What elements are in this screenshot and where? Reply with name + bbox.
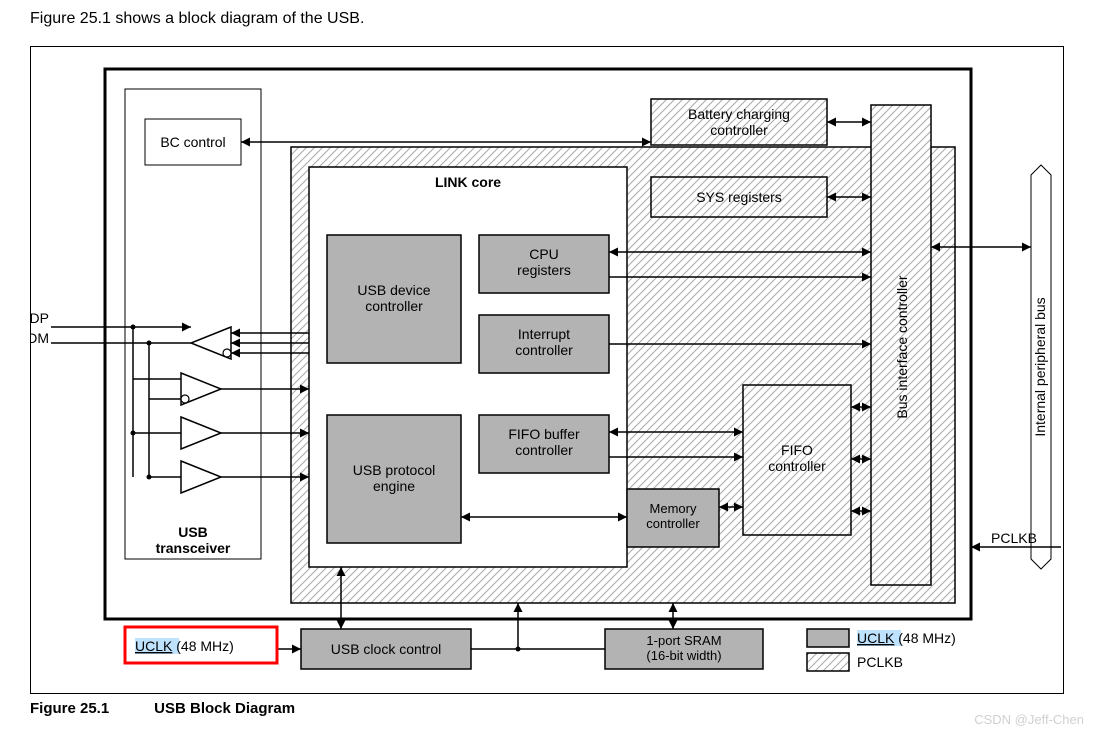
pclkb-label: PCLKB [991,530,1037,546]
svg-text:PCLKB: PCLKB [857,654,903,670]
memory-controller-label: Memorycontroller [646,501,700,531]
intro-text: Figure 25.1 shows a block diagram of the… [30,10,364,28]
figure-caption: Figure 25.1 USB Block Diagram [30,700,295,717]
usb0-dp-label: USB0_DP [31,310,49,326]
svg-text:UCLK (48 MHz): UCLK (48 MHz) [857,630,956,646]
fifo-buffer-label: FIFO buffercontroller [508,426,580,458]
diagram-frame: USBtransceiver BC control LINK core USB … [30,46,1064,694]
interrupt-label: Interruptcontroller [515,326,573,358]
sys-registers-label: SYS registers [696,189,782,205]
watermark: CSDN @Jeff-Chen [974,712,1084,727]
uclk-label: UCLK (48 MHz) [135,638,234,654]
sram-label: 1-port SRAM(16-bit width) [646,633,721,663]
figure-title: USB Block Diagram [154,700,295,717]
figure-number: Figure 25.1 [30,700,150,717]
link-core-label: LINK core [435,174,501,190]
diagram-svg: USBtransceiver BC control LINK core USB … [31,47,1065,695]
internal-bus-label: Internal peripheral bus [1032,297,1048,436]
usb-clock-label: USB clock control [331,641,441,657]
legend: UCLK (48 MHz) PCLKB [807,629,956,671]
usb-device-label: USB devicecontroller [357,282,430,314]
usb0-dm-label: USB0_DM [31,330,49,346]
bus-interface-label: Bus interface controller [894,275,910,419]
bc-control-label: BC control [160,134,225,150]
